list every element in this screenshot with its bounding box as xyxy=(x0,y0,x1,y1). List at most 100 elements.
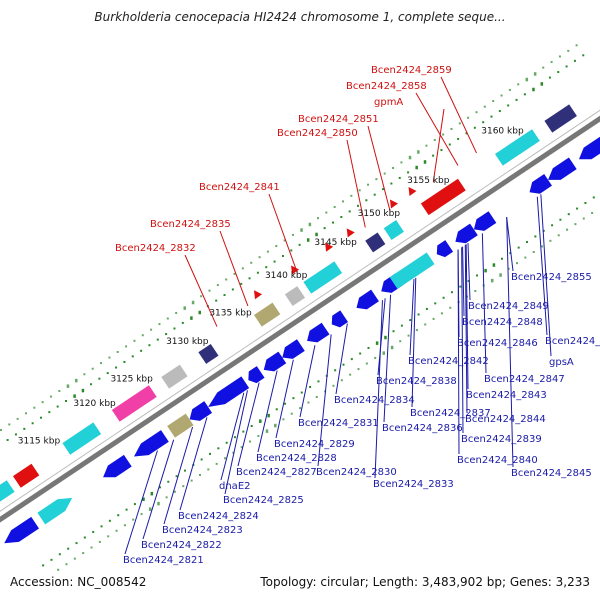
gene-label-red[interactable]: Bcen2424_2835 xyxy=(150,219,231,230)
gene-label-blue[interactable]: Bcen2424_2834 xyxy=(334,395,415,406)
gene-label-red[interactable]: Bcen2424_2859 xyxy=(371,65,452,76)
gene-label-blue[interactable]: Bcen2424_2838 xyxy=(376,376,457,387)
gene-feature[interactable] xyxy=(161,364,188,389)
gene-feature[interactable] xyxy=(365,232,386,253)
gc-dot xyxy=(367,346,370,349)
gc-dot xyxy=(167,480,170,483)
gene-arrow[interactable] xyxy=(248,366,265,384)
rna-marker[interactable] xyxy=(389,199,398,209)
gene-label-blue[interactable]: gpsA xyxy=(549,357,574,368)
gene-label-blue[interactable]: Bcen2424_2844 xyxy=(465,414,546,425)
gene-label-blue[interactable]: Bcen2424_2821 xyxy=(123,555,204,566)
rna-marker[interactable] xyxy=(291,265,300,275)
gene-feature[interactable] xyxy=(62,422,102,455)
gc-dot xyxy=(567,49,570,52)
gene-label-red[interactable]: Bcen2424_2832 xyxy=(115,243,196,254)
gc-dot xyxy=(58,553,61,556)
gene-arrow[interactable] xyxy=(208,376,250,408)
gene-arrow[interactable] xyxy=(37,497,73,525)
gene-label-blue[interactable]: Bcen2424_2843 xyxy=(466,390,547,401)
backbone-shadow-line xyxy=(0,109,600,512)
gene-arrow[interactable] xyxy=(455,223,478,244)
gene-arrow[interactable] xyxy=(189,401,213,421)
gc-dot xyxy=(106,372,109,375)
gene-label-blue[interactable]: Bcen2424_2852 xyxy=(545,336,600,347)
gene-arrow[interactable] xyxy=(331,310,349,328)
gene-label-blue[interactable]: Bcen2424_2837 xyxy=(410,408,491,419)
gc-dot xyxy=(525,77,529,82)
gc-dot xyxy=(148,344,151,347)
gene-label-red[interactable]: Bcen2424_2841 xyxy=(199,182,280,193)
gene-feature[interactable] xyxy=(303,261,343,294)
gene-label-blue[interactable]: Bcen2424_2822 xyxy=(141,540,222,551)
gene-feature[interactable] xyxy=(495,129,540,166)
gene-arrow[interactable] xyxy=(356,289,379,310)
rna-marker[interactable] xyxy=(254,290,263,300)
gene-feature[interactable] xyxy=(383,220,404,240)
gene-label-blue[interactable]: Bcen2424_2824 xyxy=(178,511,259,522)
gene-label-blue[interactable]: Bcen2424_2830 xyxy=(316,467,397,478)
gc-dot xyxy=(307,401,310,404)
gene-feature[interactable] xyxy=(111,385,157,422)
gene-feature[interactable] xyxy=(12,463,40,488)
gene-label-red[interactable]: Bcen2424_2851 xyxy=(298,114,379,125)
gene-arrow[interactable] xyxy=(134,430,169,457)
gene-label-blue[interactable]: Bcen2424_2833 xyxy=(373,479,454,490)
gene-label-blue[interactable]: Bcen2424_2831 xyxy=(298,418,379,429)
gene-label-blue[interactable]: Bcen2424_2847 xyxy=(484,374,565,385)
rna-marker[interactable] xyxy=(346,228,355,238)
gene-arrow[interactable] xyxy=(282,339,305,359)
rna-marker[interactable] xyxy=(408,187,417,197)
gc-dot xyxy=(92,530,95,533)
gene-feature[interactable] xyxy=(284,286,306,307)
gene-label-blue[interactable]: Bcen2424_2849 xyxy=(468,301,549,312)
gc-dot xyxy=(342,200,345,203)
gene-feature[interactable] xyxy=(253,302,281,327)
gene-label-blue[interactable]: Bcen2424_2823 xyxy=(162,525,243,536)
gene-label-blue[interactable]: Bcen2424_2842 xyxy=(408,356,489,367)
gene-label-blue[interactable]: Bcen2424_2845 xyxy=(511,468,592,479)
gene-label-blue[interactable]: Bcen2424_2827 xyxy=(236,467,317,478)
gene-labels[interactable]: 3115 kbp 3120 kbp 3125 kbp 3130 kbp 3135 kbp… xyxy=(18,65,600,566)
gene-label-red[interactable]: Bcen2424_2858 xyxy=(346,81,427,92)
gene-feature[interactable] xyxy=(198,343,219,364)
gene-arrow[interactable] xyxy=(103,454,132,478)
gene-arrow[interactable] xyxy=(473,211,497,231)
gene-label-blue[interactable]: Bcen2424_2828 xyxy=(256,453,337,464)
gc-dot xyxy=(467,116,470,119)
gene-arrow[interactable] xyxy=(263,351,287,372)
gene-label-blue[interactable]: Bcen2424_2839 xyxy=(461,434,542,445)
gc-dot xyxy=(517,83,520,86)
gene-label-blue[interactable]: Bcen2424_2840 xyxy=(457,455,538,466)
gene-feature[interactable] xyxy=(389,252,435,289)
gene-label-red[interactable]: Bcen2424_2850 xyxy=(277,128,358,139)
gene-arrow[interactable] xyxy=(436,240,454,258)
gene-label-blue[interactable]: Bcen2424_2836 xyxy=(382,423,463,434)
gc-dot xyxy=(542,229,545,232)
gene-label-blue[interactable]: Bcen2424_2855 xyxy=(511,272,592,283)
gene-label-blue[interactable]: Bcen2424_2825 xyxy=(223,495,304,506)
gene-features[interactable] xyxy=(0,104,600,544)
gene-label-blue[interactable]: dnaE2 xyxy=(219,481,251,492)
gene-arrow[interactable] xyxy=(529,174,552,194)
gene-label-red[interactable]: gpmA xyxy=(374,97,403,108)
gene-label-blue[interactable]: Bcen2424_2846 xyxy=(457,338,538,349)
gene-feature[interactable] xyxy=(420,178,466,216)
gene-arrow[interactable] xyxy=(307,322,330,343)
backbone-line xyxy=(0,115,600,523)
leader-line xyxy=(461,247,464,434)
gene-arrow[interactable] xyxy=(4,516,40,544)
gc-dot xyxy=(540,82,544,86)
gene-feature[interactable] xyxy=(544,104,577,133)
rna-marker[interactable] xyxy=(325,242,334,252)
gene-feature[interactable] xyxy=(167,413,194,438)
gc-dot xyxy=(75,378,78,383)
gene-arrow[interactable] xyxy=(548,157,577,180)
gene-arrow[interactable] xyxy=(578,136,600,160)
gene-label-blue[interactable]: Bcen2424_2848 xyxy=(462,317,543,328)
gene-label-blue[interactable]: Bcen2424_2829 xyxy=(274,439,355,450)
gene-feature[interactable] xyxy=(0,480,15,512)
gc-dot xyxy=(250,261,253,264)
gc-dot xyxy=(234,436,237,439)
